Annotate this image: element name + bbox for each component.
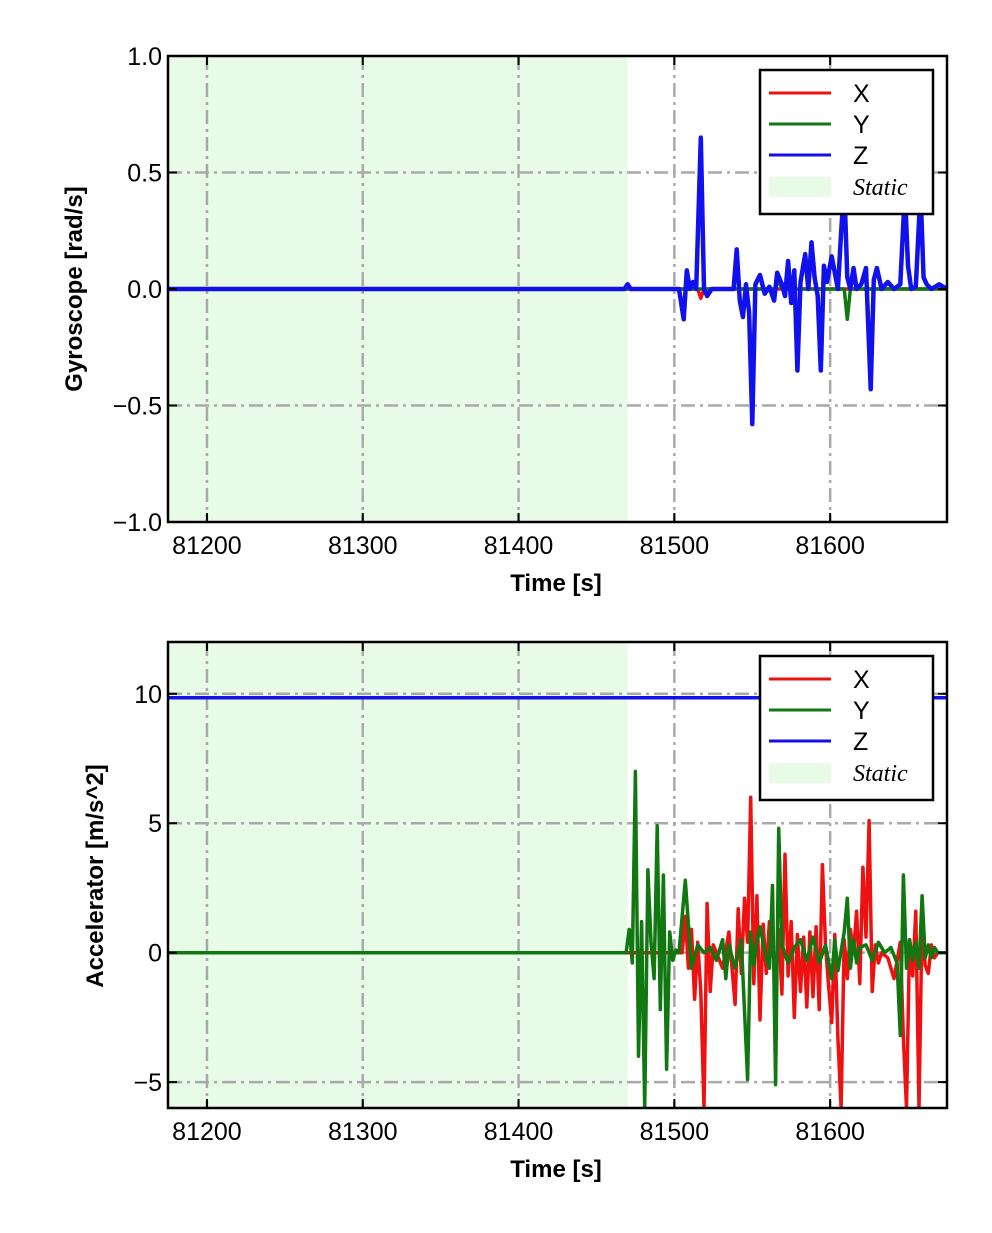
static-region <box>168 642 628 1108</box>
legend-label-z: Z <box>853 142 868 170</box>
legend-label-x: X <box>853 80 870 108</box>
legend-label-y: Y <box>853 111 870 139</box>
y-tick-label: −1.0 <box>113 509 162 537</box>
legend-label-z: Z <box>853 728 868 756</box>
series-line-y <box>168 769 947 1108</box>
legend: X Y Z Static <box>758 654 935 802</box>
legend-swatch-static <box>769 177 831 197</box>
y-tick-label: 0.5 <box>127 160 162 188</box>
x-tick-label: 81600 <box>795 1118 865 1146</box>
y-axis-label: Gyroscope [rad/s] <box>61 186 88 391</box>
legend-label-static: Static <box>853 761 908 787</box>
y-tick-label: 10 <box>134 681 162 709</box>
y-tick-label: 0 <box>148 940 162 968</box>
x-tick-label: 81500 <box>640 532 710 560</box>
x-tick-label: 81200 <box>172 1118 242 1146</box>
y-axis-label: Accelerator [m/s^2] <box>82 764 109 987</box>
x-axis-label: Time [s] <box>510 1156 602 1183</box>
legend-label-static: Static <box>853 175 908 201</box>
series-line-x <box>168 795 947 1108</box>
x-tick-label: 81300 <box>328 1118 398 1146</box>
y-tick-label: −5 <box>133 1069 162 1097</box>
x-tick-label: 81400 <box>484 532 554 560</box>
legend-label-y: Y <box>853 697 870 725</box>
x-axis-label: Time [s] <box>510 570 602 597</box>
plot-frame <box>166 640 949 1110</box>
accelerator-panel: 81200 81300 81400 81500 81600 10 5 0 −5 Time [s]… <box>82 640 949 1183</box>
x-tick-label: 81400 <box>484 1118 554 1146</box>
y-tick-label: −0.5 <box>113 393 162 421</box>
x-tick-label: 81500 <box>640 1118 710 1146</box>
x-tick-label: 81300 <box>328 532 398 560</box>
series-line-z <box>168 135 947 427</box>
legend-swatch-static <box>769 763 831 783</box>
data-series <box>168 135 947 427</box>
y-tick-label: 0.0 <box>127 276 162 304</box>
y-tick-label: 1.0 <box>127 43 162 71</box>
x-tick-label: 81200 <box>172 532 242 560</box>
y-tick-label: 5 <box>148 810 162 838</box>
gyroscope-panel: 81200 81300 81400 81500 81600 1.0 0.5 0.0 −0.5 −1… <box>61 43 949 597</box>
legend: X Y Z Static <box>758 68 935 216</box>
axis-ticks: 81200 81300 81400 81500 81600 10 5 0 −5 <box>133 642 947 1146</box>
legend-label-x: X <box>853 666 870 694</box>
x-tick-label: 81600 <box>795 532 865 560</box>
axis-ticks: 81200 81300 81400 81500 81600 1.0 0.5 0.0 −0.5 −1… <box>113 43 947 560</box>
